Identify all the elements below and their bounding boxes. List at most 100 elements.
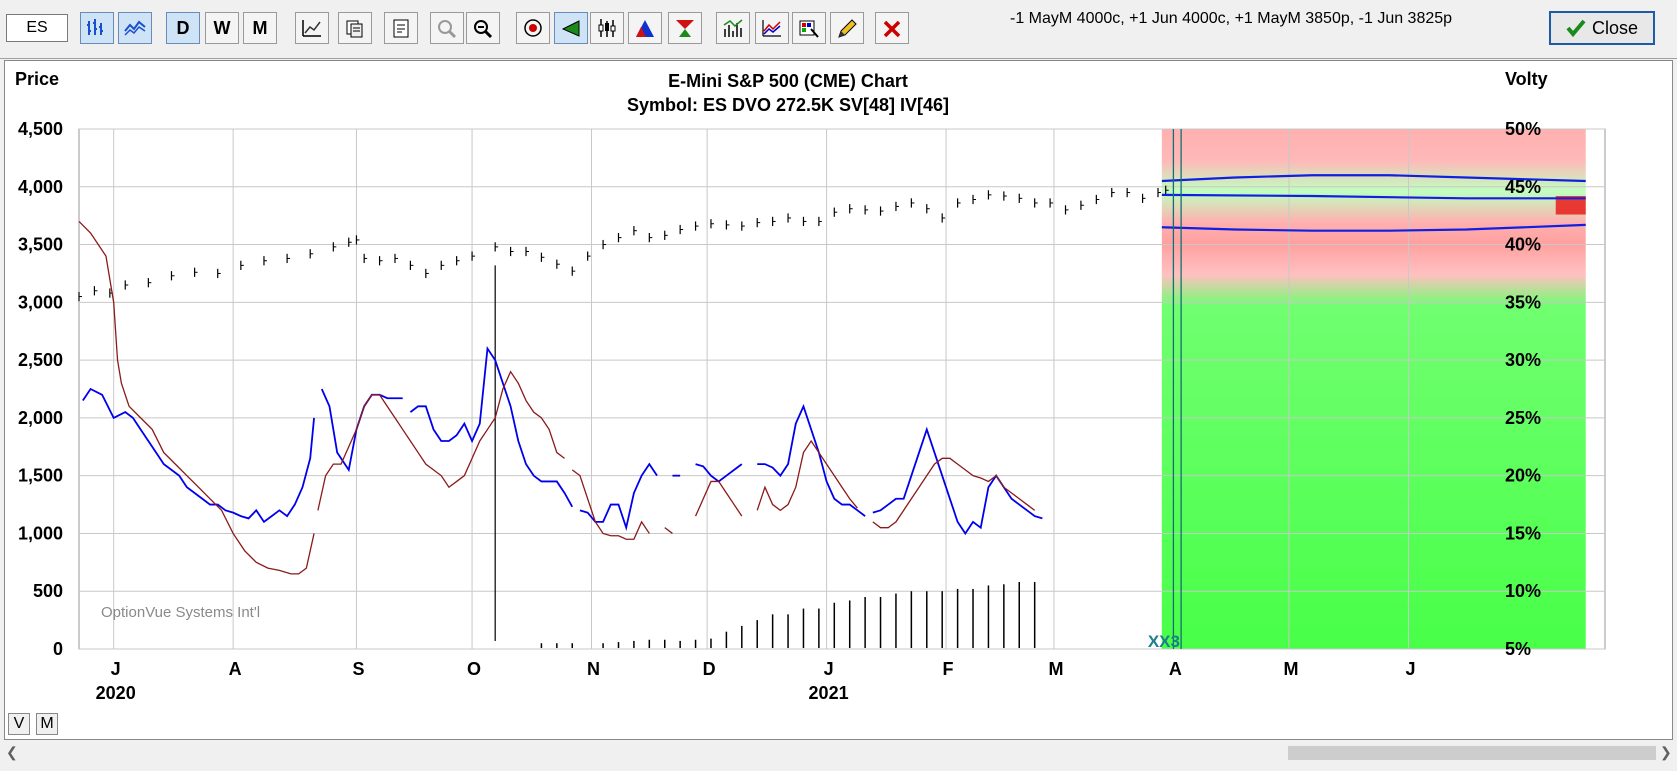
implied-volatility-line bbox=[409, 345, 574, 508]
close-button[interactable]: Close bbox=[1549, 11, 1655, 45]
bar-chart-icon-button[interactable] bbox=[80, 12, 114, 44]
projection-band-upper bbox=[1161, 174, 1586, 183]
scrollbar-thumb[interactable] bbox=[1288, 746, 1656, 760]
close-x-icon bbox=[883, 20, 901, 38]
month-tick-label: J bbox=[824, 659, 834, 679]
year-label: 2020 bbox=[96, 683, 136, 703]
candlestick-icon bbox=[598, 19, 616, 37]
symbol-input[interactable] bbox=[6, 14, 68, 42]
price-tick-label: 2,000 bbox=[18, 408, 63, 428]
implied-volatility-line bbox=[82, 387, 315, 524]
palette-button[interactable] bbox=[792, 12, 826, 44]
view-v-button[interactable]: V bbox=[8, 713, 30, 735]
volty-tick-label: 5% bbox=[1505, 639, 1531, 659]
volty-tick-label: 20% bbox=[1505, 466, 1541, 486]
month-tick-label: M bbox=[1284, 659, 1299, 679]
triangle-up-icon bbox=[636, 20, 654, 37]
indicator-icon bbox=[762, 20, 781, 37]
month-tick-label: N bbox=[587, 659, 600, 679]
daily-button[interactable]: D bbox=[166, 12, 200, 44]
bar-chart-icon bbox=[87, 19, 103, 35]
projection-hotspot bbox=[1555, 196, 1586, 215]
chart-settings-icon bbox=[302, 20, 321, 37]
price-tick-label: 3,000 bbox=[18, 292, 63, 312]
statistical-volatility-line bbox=[664, 527, 673, 534]
triangle-down-button[interactable] bbox=[668, 12, 702, 44]
price-tick-label: 3,500 bbox=[18, 235, 63, 255]
zoom-in-button[interactable] bbox=[430, 12, 464, 44]
horizontal-scrollbar[interactable]: ❮ ❯ bbox=[0, 744, 1677, 764]
zoom-out-icon bbox=[474, 20, 493, 39]
price-tick-label: 4,000 bbox=[18, 177, 63, 197]
view-m-label: M bbox=[40, 715, 54, 732]
candlestick-button[interactable] bbox=[590, 12, 624, 44]
chart-subtitle: Symbol: ES DVO 272.5K SV[48] IV[46] bbox=[627, 95, 949, 115]
volty-tick-label: 45% bbox=[1505, 177, 1541, 197]
chart-title: E-Mini S&P 500 (CME) Chart bbox=[668, 71, 908, 91]
implied-volatility-line bbox=[579, 462, 658, 532]
price-tick-label: 2,500 bbox=[18, 350, 63, 370]
print-button[interactable] bbox=[384, 12, 418, 44]
month-tick-label: O bbox=[467, 659, 481, 679]
triangle-down-icon bbox=[676, 20, 694, 37]
arrow-button[interactable] bbox=[554, 12, 588, 44]
price-tick-label: 0 bbox=[53, 639, 63, 659]
pencil-button[interactable] bbox=[830, 12, 864, 44]
strategy-description: -1 MayM 4000c, +1 Jun 4000c, +1 MayM 385… bbox=[1010, 10, 1453, 27]
month-tick-label: J bbox=[111, 659, 121, 679]
watermark: OptionVue Systems Int'l bbox=[101, 604, 260, 621]
statistical-volatility-line bbox=[78, 220, 315, 575]
print-icon bbox=[393, 19, 409, 38]
chart-panel[interactable]: 4,500 4,000 3,500 3,000 2,500 2,000 1,500 1,000… bbox=[4, 60, 1673, 740]
indicator-button[interactable] bbox=[755, 12, 789, 44]
view-v-label: V bbox=[13, 715, 25, 732]
line-chart-icon-button[interactable] bbox=[118, 12, 152, 44]
statistical-volatility-line bbox=[694, 480, 743, 517]
weekly-button[interactable]: W bbox=[205, 12, 239, 44]
copy-button[interactable] bbox=[338, 12, 372, 44]
month-tick-label: A bbox=[229, 659, 242, 679]
volty-tick-label: 35% bbox=[1505, 292, 1541, 312]
volty-tick-label: 40% bbox=[1505, 235, 1541, 255]
statistical-volatility-line bbox=[571, 469, 650, 540]
price-volatility-chart[interactable]: 4,500 4,000 3,500 3,000 2,500 2,000 1,500 1,000… bbox=[5, 61, 1672, 739]
month-tick-label: D bbox=[703, 659, 716, 679]
month-tick-label: F bbox=[943, 659, 954, 679]
expiry-marker: XX3 bbox=[1148, 632, 1180, 651]
month-tick-label: J bbox=[1405, 659, 1415, 679]
volty-tick-label: 25% bbox=[1505, 408, 1541, 428]
weekly-button-label: W bbox=[213, 17, 231, 38]
price-tick-label: 500 bbox=[33, 581, 63, 601]
projection-band-lower bbox=[1161, 223, 1586, 232]
target-button[interactable] bbox=[516, 12, 550, 44]
daily-button-label: D bbox=[176, 17, 190, 38]
triangle-up-button[interactable] bbox=[628, 12, 662, 44]
price-axis-title: Price bbox=[15, 69, 59, 89]
price-tick-label: 1,500 bbox=[18, 466, 63, 486]
volty-tick-label: 50% bbox=[1505, 119, 1541, 139]
checkmark-icon bbox=[1566, 19, 1586, 37]
zoom-in-icon bbox=[438, 20, 457, 39]
month-tick-label: S bbox=[352, 659, 364, 679]
scroll-left-icon[interactable]: ❮ bbox=[6, 744, 18, 760]
delete-button[interactable] bbox=[875, 12, 909, 44]
close-label: Close bbox=[1591, 17, 1639, 38]
volume-button[interactable] bbox=[716, 12, 750, 44]
month-tick-label: M bbox=[1048, 659, 1063, 679]
implied-volatility-line bbox=[757, 403, 866, 517]
month-tick-label: A bbox=[1169, 659, 1182, 679]
statistical-volatility-line bbox=[317, 370, 565, 511]
pencil-icon bbox=[838, 19, 857, 38]
chart-settings-button[interactable] bbox=[295, 12, 329, 44]
target-icon bbox=[524, 19, 542, 37]
monthly-button[interactable]: M bbox=[243, 12, 277, 44]
zoom-out-button[interactable] bbox=[466, 12, 500, 44]
projection-band-middle bbox=[1161, 193, 1586, 200]
volty-tick-label: 30% bbox=[1505, 350, 1541, 370]
view-m-button[interactable]: M bbox=[36, 713, 58, 735]
palette-icon bbox=[799, 20, 819, 38]
scroll-right-icon[interactable]: ❯ bbox=[1660, 744, 1672, 760]
statistical-volatility-line bbox=[756, 439, 858, 512]
line-chart-icon bbox=[124, 20, 146, 36]
copy-icon bbox=[346, 20, 363, 38]
